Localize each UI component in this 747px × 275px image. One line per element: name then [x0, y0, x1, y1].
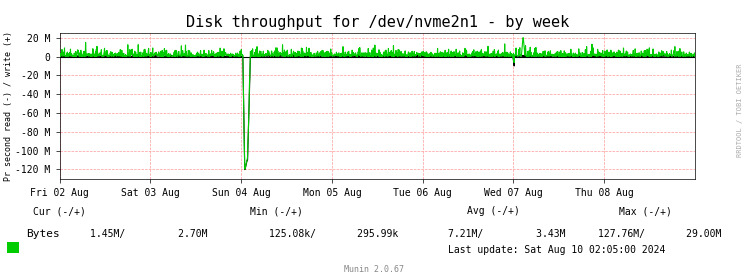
- Text: 127.76M/       29.00M: 127.76M/ 29.00M: [598, 229, 721, 239]
- Text: Max (-/+): Max (-/+): [619, 207, 672, 216]
- Text: Cur (-/+): Cur (-/+): [34, 207, 86, 216]
- Title: Disk throughput for /dev/nvme2n1 - by week: Disk throughput for /dev/nvme2n1 - by we…: [185, 15, 569, 31]
- Text: Last update: Sat Aug 10 02:05:00 2024: Last update: Sat Aug 10 02:05:00 2024: [448, 245, 666, 255]
- Text: RRDTOOL / TOBI OETIKER: RRDTOOL / TOBI OETIKER: [737, 63, 743, 157]
- Text: 7.21M/         3.43M: 7.21M/ 3.43M: [448, 229, 565, 239]
- Text: Bytes: Bytes: [26, 229, 60, 239]
- Text: Munin 2.0.67: Munin 2.0.67: [344, 265, 403, 274]
- Text: 125.08k/       295.99k: 125.08k/ 295.99k: [269, 229, 398, 239]
- Y-axis label: Pr second read (-) / write (+): Pr second read (-) / write (+): [4, 31, 13, 181]
- Text: Avg (-/+): Avg (-/+): [467, 207, 519, 216]
- Text: Min (-/+): Min (-/+): [250, 207, 303, 216]
- Text: 1.45M/         2.70M: 1.45M/ 2.70M: [90, 229, 207, 239]
